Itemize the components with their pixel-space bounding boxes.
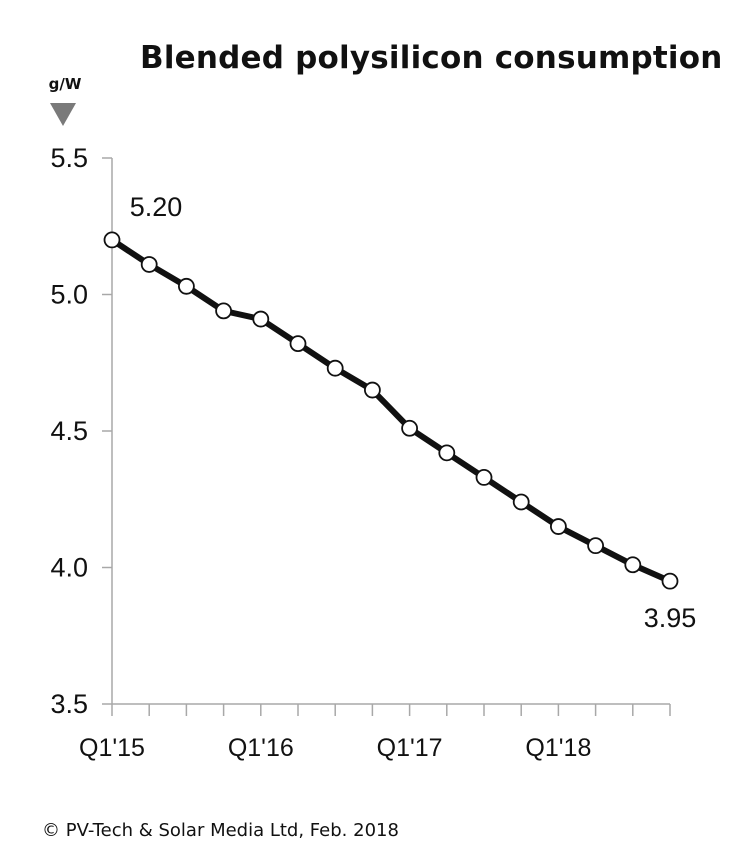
y-tick-label: 4.0 xyxy=(50,553,88,583)
data-point xyxy=(550,518,567,535)
x-tick-label: Q1'18 xyxy=(525,734,591,762)
data-point xyxy=(326,359,344,377)
data-point xyxy=(252,310,270,328)
data-point xyxy=(103,231,121,249)
data-point xyxy=(177,277,195,295)
data-label: 3.95 xyxy=(644,603,697,633)
data-point xyxy=(401,419,419,437)
y-tick-label: 5.5 xyxy=(50,143,88,173)
data-point xyxy=(624,556,642,574)
data-label: 5.20 xyxy=(130,192,183,222)
data-point xyxy=(475,469,493,486)
chart-title: Blended polysilicon consumption xyxy=(140,40,723,76)
data-point xyxy=(140,256,158,273)
series-line xyxy=(109,236,673,585)
copyright-note: © PV-Tech & Solar Media Ltd, Feb. 2018 xyxy=(42,820,399,841)
data-point xyxy=(289,335,307,353)
unit-marker-triangle-icon xyxy=(50,103,76,126)
x-tick-label: Q1'16 xyxy=(228,734,294,762)
data-point xyxy=(215,302,233,320)
y-axis-unit-label: g/W xyxy=(48,75,82,93)
y-tick-label: 5.0 xyxy=(50,280,88,310)
data-point xyxy=(363,381,381,399)
data-point xyxy=(661,572,679,590)
data-point xyxy=(587,537,604,555)
x-tick-label: Q1'17 xyxy=(377,734,443,762)
x-tick-label: Q1'15 xyxy=(79,734,145,762)
y-tick-label: 3.5 xyxy=(50,689,88,719)
y-tick-label: 4.5 xyxy=(50,416,88,446)
data-point xyxy=(512,493,530,511)
data-point xyxy=(438,444,456,462)
